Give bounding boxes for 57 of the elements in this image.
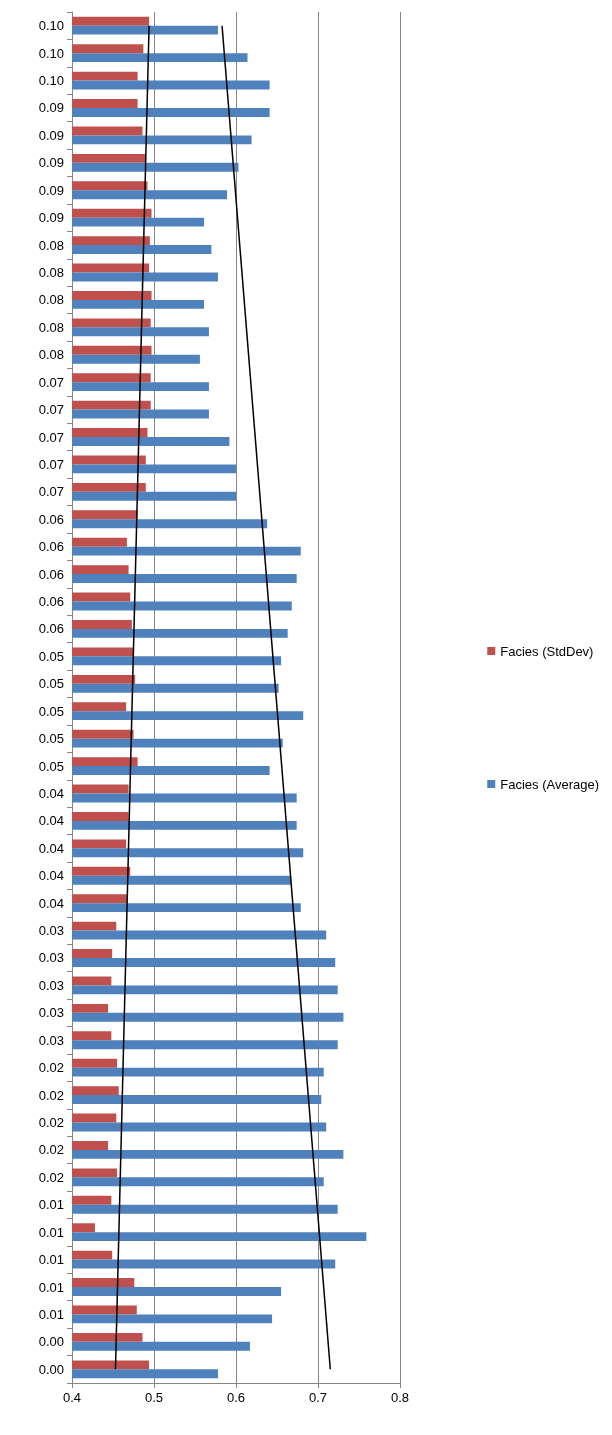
y-tick-label: 0.08: [38, 264, 64, 280]
y-tick-label: 0.09: [38, 155, 64, 171]
y-tick-label: 0.01: [38, 1252, 64, 1268]
y-tick-label: 0.07: [38, 484, 64, 500]
y-tick-label: 0.02: [38, 1060, 64, 1076]
y-tick-label: 0.01: [38, 1197, 64, 1213]
y-tick-label: 0.09: [38, 182, 64, 198]
y-tick-label: 0.04: [38, 895, 64, 911]
y-tick-label: 0.08: [38, 347, 64, 363]
y-tick-label: 0.08: [38, 292, 64, 308]
y-tick-label: 0.03: [38, 1005, 64, 1021]
y-tick-label: 0.03: [38, 1032, 64, 1048]
y-tick-label: 0.03: [38, 923, 64, 939]
y-tick-label: 0.06: [38, 566, 64, 582]
y-tick-label: 0.10: [38, 18, 64, 34]
y-tick-label: 0.02: [38, 1142, 64, 1158]
y-tick-label: 0.03: [38, 977, 64, 993]
y-tick-label: 0.09: [38, 100, 64, 116]
y-tick-label: 0.04: [38, 813, 64, 829]
y-tick-label: 0.00: [38, 1361, 64, 1377]
y-tick-label: 0.02: [38, 1087, 64, 1103]
y-tick-label: 0.07: [38, 429, 64, 445]
y-tick-label: 0.04: [38, 868, 64, 884]
y-tick-label: 0.09: [38, 127, 64, 143]
y-tick-label: 0.05: [38, 758, 64, 774]
y-tick-label: 0.05: [38, 676, 64, 692]
y-tick-label: 0.02: [38, 1115, 64, 1131]
x-tick-label: 0.4: [62, 1390, 82, 1405]
y-tick-label: 0.04: [38, 785, 64, 801]
y-tick-label: 0.10: [38, 45, 64, 61]
y-tick-label: 0.06: [38, 594, 64, 610]
y-tick-label: 0.04: [38, 840, 64, 856]
y-tick-label: 0.06: [38, 621, 64, 637]
y-tick-label: 0.05: [38, 703, 64, 719]
y-tick-label: 0.02: [38, 1169, 64, 1185]
y-tick-label: 0.07: [38, 402, 64, 418]
y-tick-label: 0.06: [38, 539, 64, 555]
x-tick-label: 0.5: [144, 1390, 164, 1405]
y-tick-label: 0.08: [38, 237, 64, 253]
y-tick-label: 0.09: [38, 210, 64, 226]
x-tick-label: 0.7: [308, 1390, 328, 1405]
y-tick-label: 0.08: [38, 319, 64, 335]
y-tick-label: 0.07: [38, 456, 64, 472]
y-tick-label: 0.05: [38, 731, 64, 747]
y-tick-label: 0.10: [38, 73, 64, 89]
y-tick-label: 0.00: [38, 1334, 64, 1350]
y-tick-label: 0.01: [38, 1224, 64, 1240]
y-tick-label: 0.01: [38, 1306, 64, 1322]
y-tick-label: 0.01: [38, 1279, 64, 1295]
x-tick-label: 0.6: [226, 1390, 246, 1405]
y-tick-label: 0.06: [38, 511, 64, 527]
x-tick-label: 0.8: [390, 1390, 410, 1405]
legend-label: Facies (Average): [500, 776, 600, 792]
y-tick-label: 0.07: [38, 374, 64, 390]
y-tick-label: 0.05: [38, 648, 64, 664]
legend-label: Facies (StdDev): [500, 643, 594, 659]
y-tick-label: 0.03: [38, 950, 64, 966]
